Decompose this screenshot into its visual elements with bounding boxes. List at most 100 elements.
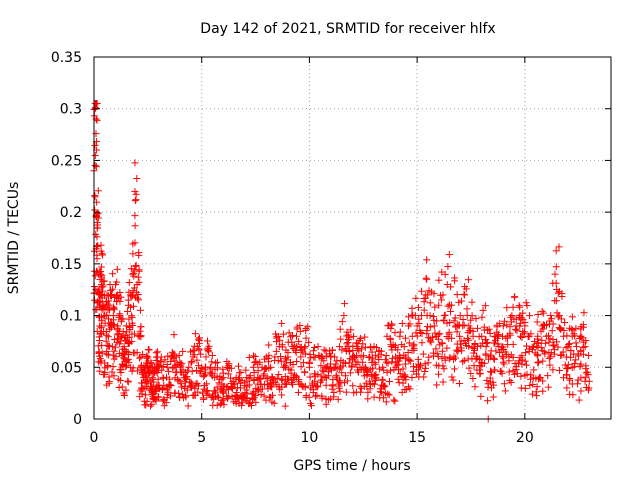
data-point (182, 374, 190, 382)
data-point (317, 362, 325, 370)
data-point (384, 359, 392, 367)
data-point (143, 397, 151, 405)
chart-title: Day 142 of 2021, SRMTID for receiver hlf… (200, 21, 495, 37)
data-point (382, 398, 390, 406)
data-point (367, 344, 375, 352)
data-point (289, 361, 297, 369)
data-point (125, 279, 133, 287)
data-point (372, 360, 380, 368)
data-point (572, 324, 580, 332)
data-point (489, 378, 497, 386)
data-point (137, 323, 145, 331)
data-point (460, 321, 468, 329)
data-point (301, 350, 309, 358)
data-point (113, 278, 121, 286)
data-point (487, 368, 495, 376)
data-point (496, 367, 504, 375)
data-point (453, 291, 461, 299)
data-point (377, 347, 385, 355)
data-point (312, 382, 320, 390)
data-point (375, 365, 383, 373)
data-point (459, 315, 467, 323)
data-point (198, 364, 206, 372)
data-point (262, 375, 270, 383)
data-point (194, 388, 202, 396)
data-point (412, 294, 420, 302)
data-point (133, 174, 141, 182)
data-point (561, 318, 569, 326)
data-point (448, 334, 456, 342)
data-point (135, 332, 143, 340)
data-point (220, 382, 228, 390)
data-point (507, 378, 515, 386)
data-point (134, 273, 142, 281)
data-point (314, 343, 322, 351)
data-point (513, 370, 521, 378)
data-point (355, 336, 363, 344)
data-point (170, 331, 178, 339)
data-point (558, 351, 566, 359)
data-point (309, 386, 317, 394)
data-point (456, 312, 464, 320)
data-point (329, 346, 337, 354)
data-point (438, 347, 446, 355)
data-point (549, 320, 557, 328)
data-point (128, 319, 136, 327)
data-point (362, 379, 370, 387)
data-point (130, 302, 138, 310)
data-point (490, 354, 498, 362)
data-point (106, 306, 114, 314)
data-point (255, 386, 263, 394)
data-point (91, 161, 99, 169)
data-point (133, 367, 141, 375)
data-point (297, 363, 305, 371)
data-point (529, 343, 537, 351)
data-point (347, 326, 355, 334)
data-point (154, 375, 162, 383)
data-point (548, 315, 556, 323)
data-point (414, 304, 422, 312)
data-point (338, 369, 346, 377)
data-point (529, 380, 537, 388)
data-point (451, 365, 459, 373)
data-point (581, 343, 589, 351)
data-point (108, 368, 116, 376)
data-point (506, 377, 514, 385)
data-point (572, 356, 580, 364)
data-point (301, 382, 309, 390)
data-point (292, 332, 300, 340)
data-point (284, 338, 292, 346)
data-point (585, 384, 593, 392)
data-point (534, 352, 542, 360)
data-point (321, 373, 329, 381)
data-point (527, 330, 535, 338)
data-point (392, 359, 400, 367)
data-point (122, 363, 130, 371)
data-point (396, 354, 404, 362)
data-point (159, 397, 167, 405)
data-point (224, 370, 232, 378)
data-point (582, 337, 590, 345)
data-point (512, 325, 520, 333)
data-point (534, 311, 542, 319)
data-point (437, 296, 445, 304)
data-point (196, 334, 204, 342)
data-point (96, 367, 104, 375)
data-point (519, 309, 527, 317)
data-point (254, 367, 262, 375)
data-point (544, 332, 552, 340)
data-point (456, 340, 464, 348)
data-point (380, 382, 388, 390)
data-point (337, 335, 345, 343)
data-point (320, 346, 328, 354)
data-point (430, 322, 438, 330)
data-point (295, 337, 303, 345)
data-point (172, 353, 180, 361)
data-point (549, 342, 557, 350)
data-point (134, 290, 142, 298)
data-point (281, 380, 289, 388)
data-point (91, 192, 99, 200)
data-point (465, 364, 473, 372)
data-point (289, 380, 297, 388)
data-point (288, 332, 296, 340)
